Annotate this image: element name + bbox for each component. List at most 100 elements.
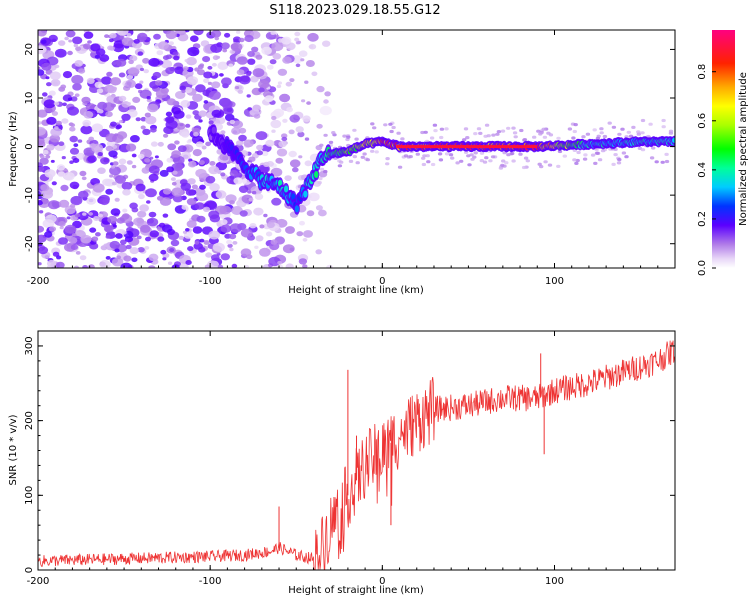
- ridge-halo: [444, 152, 450, 156]
- ridge-halo: [337, 164, 343, 168]
- noise-blob: [97, 152, 103, 157]
- noise-blob: [64, 224, 77, 234]
- noise-blob: [79, 255, 87, 261]
- ridge-halo: [537, 162, 542, 166]
- noise-blob: [303, 230, 313, 238]
- noise-blob: [167, 261, 173, 265]
- noise-blob: [129, 247, 139, 255]
- noise-blob: [271, 115, 277, 121]
- noise-blob: [121, 37, 134, 46]
- noise-blob: [295, 63, 301, 68]
- noise-blob: [150, 127, 157, 133]
- ridge-halo: [423, 130, 428, 134]
- noise-blob: [295, 41, 301, 45]
- ridge-halo: [624, 155, 629, 159]
- noise-blob: [67, 50, 73, 56]
- ridge-halo: [482, 160, 488, 164]
- noise-blob: [140, 116, 147, 122]
- noise-blob: [261, 150, 269, 157]
- ridge-halo: [525, 159, 530, 163]
- noise-blob: [186, 140, 191, 144]
- noise-blob: [205, 175, 216, 184]
- noise-blob: [91, 123, 104, 133]
- noise-blob: [125, 143, 137, 152]
- ridge-halo: [513, 135, 518, 139]
- noise-blob: [170, 239, 180, 247]
- ridge-halo: [613, 153, 618, 157]
- noise-blob: [92, 183, 105, 193]
- noise-blob: [143, 69, 149, 74]
- ridge-halo: [538, 132, 543, 136]
- noise-blob: [278, 140, 287, 148]
- noise-blob: [163, 133, 169, 138]
- noise-blob: [181, 131, 190, 138]
- noise-blob: [236, 30, 241, 34]
- ridge-halo: [572, 129, 577, 134]
- noise-blob: [154, 155, 159, 159]
- ridge-halo: [636, 132, 641, 136]
- noise-blob: [238, 75, 251, 85]
- noise-blob: [42, 92, 48, 97]
- noise-blob: [137, 247, 145, 253]
- noise-blob: [190, 35, 199, 42]
- noise-blob: [120, 262, 133, 268]
- ridge-halo: [599, 131, 604, 135]
- ridge-halo: [319, 143, 324, 147]
- noise-blob: [184, 59, 189, 63]
- ridge-halo: [599, 127, 604, 131]
- noise-blob: [249, 223, 257, 229]
- ridge-halo: [370, 149, 375, 153]
- noise-blob: [165, 119, 178, 130]
- noise-blob: [112, 161, 119, 166]
- noise-blob: [208, 230, 220, 240]
- noise-blob: [275, 157, 284, 164]
- noise-blob: [186, 220, 197, 228]
- noise-blob: [103, 224, 114, 233]
- ridge-halo: [383, 123, 388, 127]
- ridge-halo: [459, 159, 464, 163]
- noise-blob: [229, 223, 242, 233]
- noise-blob: [126, 160, 133, 165]
- noise-blob: [268, 256, 281, 267]
- ridge-halo: [620, 127, 625, 131]
- noise-blob: [162, 213, 169, 218]
- noise-blob: [254, 245, 259, 249]
- noise-blob: [107, 215, 118, 224]
- noise-blob: [138, 153, 145, 159]
- noise-blob: [292, 167, 299, 173]
- ridge-halo: [408, 155, 413, 159]
- noise-blob: [279, 93, 291, 103]
- noise-blob: [244, 34, 254, 43]
- ridge-halo: [556, 164, 561, 168]
- noise-blob: [305, 60, 315, 67]
- noise-blob: [228, 63, 234, 68]
- noise-blob: [74, 265, 79, 268]
- noise-blob: [172, 170, 178, 175]
- noise-blob: [193, 131, 199, 137]
- noise-blob: [196, 192, 209, 202]
- noise-blob: [78, 68, 86, 74]
- ridge-halo: [590, 153, 596, 157]
- noise-blob: [323, 99, 329, 104]
- noise-blob: [97, 167, 106, 174]
- ridge-halo: [500, 129, 506, 133]
- ridge-halo: [439, 127, 445, 131]
- noise-blob: [139, 80, 144, 84]
- noise-blob: [110, 77, 122, 86]
- noise-blob: [254, 193, 264, 200]
- noise-blob: [112, 224, 117, 228]
- noise-blob: [247, 107, 253, 111]
- ridge-halo: [430, 162, 436, 167]
- noise-blob: [135, 183, 146, 192]
- noise-blob: [93, 216, 100, 221]
- noise-blob: [114, 248, 120, 253]
- noise-blob: [62, 71, 73, 79]
- noise-blob: [308, 43, 317, 50]
- noise-blob: [116, 217, 125, 224]
- noise-blob: [221, 99, 233, 109]
- noise-blob: [71, 233, 77, 237]
- ridge-halo: [496, 130, 502, 134]
- noise-blob: [229, 200, 235, 205]
- noise-blob: [108, 150, 118, 158]
